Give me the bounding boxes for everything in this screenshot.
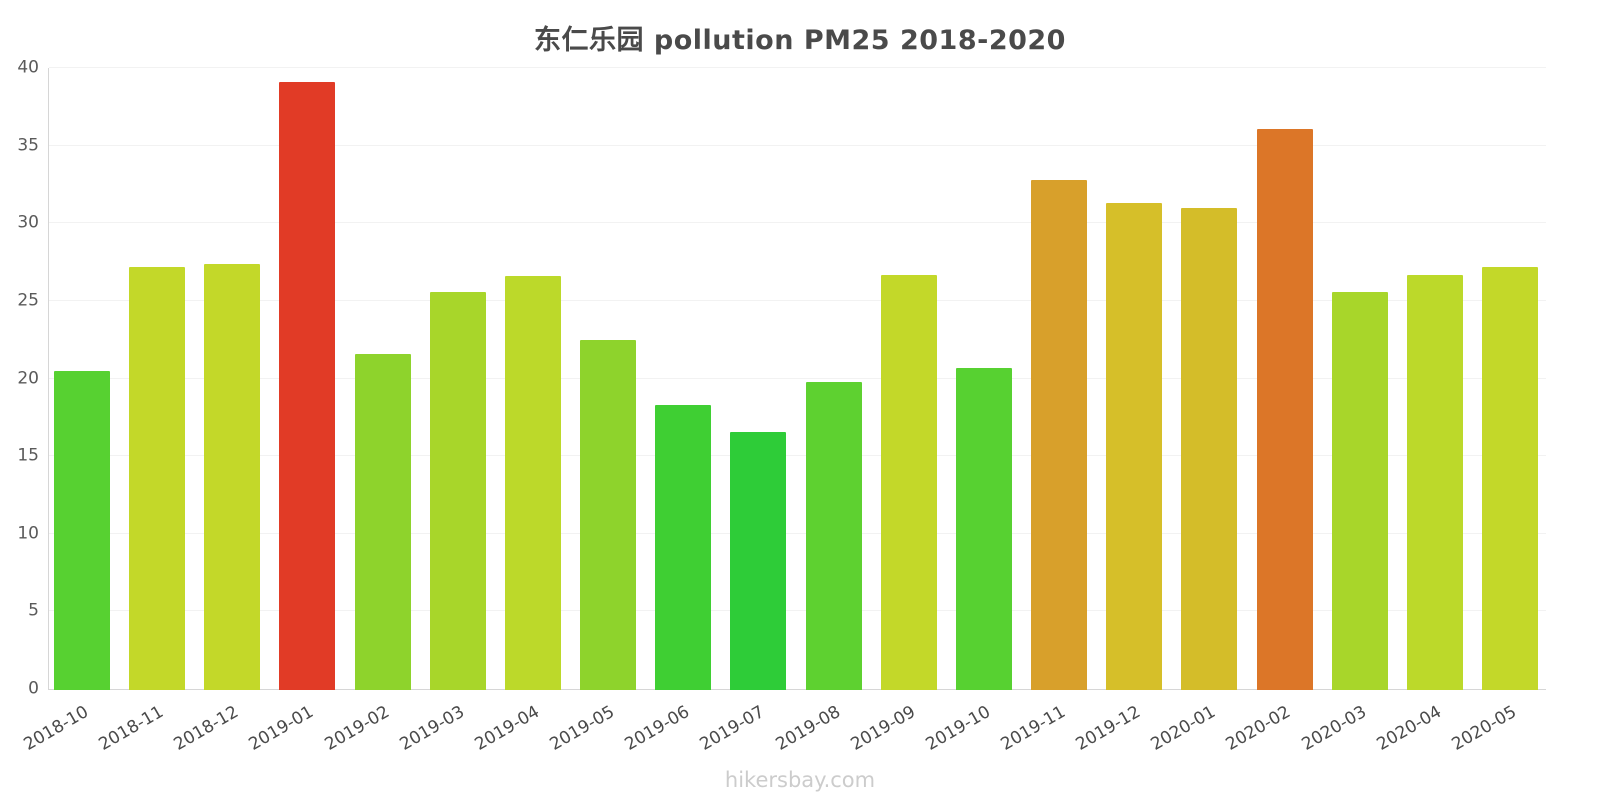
plot-area: 0 5 10 15 20 25 30 35 40	[17, 59, 1546, 697]
bar-2019-02	[354, 354, 411, 690]
bar-slot: 2019-01	[246, 68, 336, 755]
y-axis-tick-label: 35	[17, 135, 39, 156]
y-axis-tick-label: 20	[17, 368, 39, 388]
x-axis-tick-label: 2019-07	[696, 702, 769, 755]
bar-slot: 2019-12	[1073, 68, 1163, 755]
x-axis-tick-label: 2019-05	[546, 702, 619, 755]
y-axis-tick-label: 15	[17, 445, 39, 466]
bar-2019-12	[1106, 203, 1163, 690]
bar-slot: 2020-05	[1448, 68, 1538, 755]
bar-slot: 2020-03	[1298, 68, 1388, 755]
gridline	[49, 144, 1546, 146]
bar-slot: 2018-12	[171, 68, 261, 755]
gridline	[49, 610, 1546, 612]
bar-slot: 2019-10	[922, 68, 1012, 755]
x-axis-tick-label: 2019-12	[1072, 702, 1145, 755]
bar-slot: 2019-07	[697, 68, 787, 755]
bar-2019-01	[279, 82, 336, 690]
x-axis-tick-label: 2019-03	[396, 702, 468, 755]
bar-slot: 2019-05	[547, 68, 637, 755]
x-axis-tick-label: 2019-02	[321, 702, 393, 755]
bar-2019-10	[955, 368, 1012, 690]
bar-slot: 2019-04	[471, 68, 561, 755]
bar-2020-03	[1331, 291, 1388, 690]
watermark: hikersbay.com	[724, 768, 876, 792]
gridline	[49, 222, 1546, 224]
bar-slot: 2019-08	[772, 68, 862, 755]
y-axis-tick-label: 10	[17, 523, 39, 544]
bar-2020-01	[1181, 207, 1238, 690]
x-axis-tick-label: 2019-01	[245, 702, 318, 755]
bar-slot: 2019-02	[321, 68, 411, 755]
bar-slot: 2020-04	[1373, 68, 1463, 755]
y-axis-tick-label: 5	[28, 600, 39, 621]
chart-area: 0 5 10 15 20 25 30 35 40 2018-10 2018-11 2018-12 20…	[17, 59, 1546, 755]
x-axis-tick-label: 2019-04	[471, 702, 543, 755]
bar-slot: 2019-09	[847, 68, 937, 755]
bar-2020-04	[1406, 274, 1463, 690]
gridline	[49, 299, 1546, 301]
bar-slot: 2020-02	[1223, 68, 1313, 755]
y-axis-tick-label: 0	[28, 678, 39, 699]
bar-2019-07	[730, 431, 787, 690]
bar-slot: 2018-11	[96, 68, 186, 755]
bar-2018-11	[129, 267, 186, 690]
bar-2018-12	[204, 263, 261, 690]
bar-2019-03	[429, 291, 486, 690]
bar-2019-09	[880, 274, 937, 690]
x-axis-tick-label: 2020-03	[1298, 702, 1370, 755]
chart-title: 东仁乐园 pollution PM25 2018-2020	[534, 25, 1066, 56]
bar-slot: 2019-03	[396, 68, 486, 755]
gridline	[49, 455, 1546, 457]
x-axis-tick-label: 2018-12	[170, 702, 243, 755]
gridline	[49, 67, 1546, 68]
bar-2019-11	[1031, 179, 1088, 690]
bar-slot: 2018-10	[20, 68, 110, 755]
gridline	[49, 532, 1546, 534]
bar-2019-08	[805, 382, 862, 690]
bar-2020-05	[1481, 267, 1538, 690]
x-axis-tick-label: 2018-10	[20, 702, 92, 755]
bar-2019-05	[580, 340, 637, 690]
x-axis-tick-label: 2019-11	[997, 702, 1070, 755]
bar-2019-04	[504, 276, 561, 690]
y-axis-tick-label: 25	[17, 290, 39, 311]
bar-2018-10	[54, 371, 110, 690]
x-axis-tick-label: 2019-06	[621, 702, 694, 755]
x-axis-tick-label: 2020-05	[1448, 702, 1520, 755]
x-axis-tick-label: 2019-08	[772, 702, 844, 755]
bar-slot: 2020-01	[1148, 68, 1238, 755]
bars: 2018-10 2018-11 2018-12 2019-01 2019-02 2019-…	[20, 68, 1538, 755]
x-axis-tick-label: 2020-02	[1222, 702, 1295, 755]
bar-slot: 2019-06	[622, 68, 712, 755]
x-axis-tick-label: 2020-04	[1373, 702, 1445, 755]
y-axis-tick-label: 40	[17, 57, 39, 78]
bar-slot: 2019-11	[998, 68, 1088, 755]
y-axis-tick-label: 30	[17, 212, 39, 233]
bar-2020-02	[1256, 128, 1313, 690]
x-axis-tick-label: 2018-11	[95, 702, 168, 755]
bar-2019-06	[655, 405, 712, 690]
gridline	[49, 377, 1546, 379]
x-axis-tick-label: 2020-01	[1147, 702, 1220, 755]
x-axis-tick-label: 2019-09	[847, 702, 919, 755]
x-axis-tick-label: 2019-10	[922, 702, 994, 755]
